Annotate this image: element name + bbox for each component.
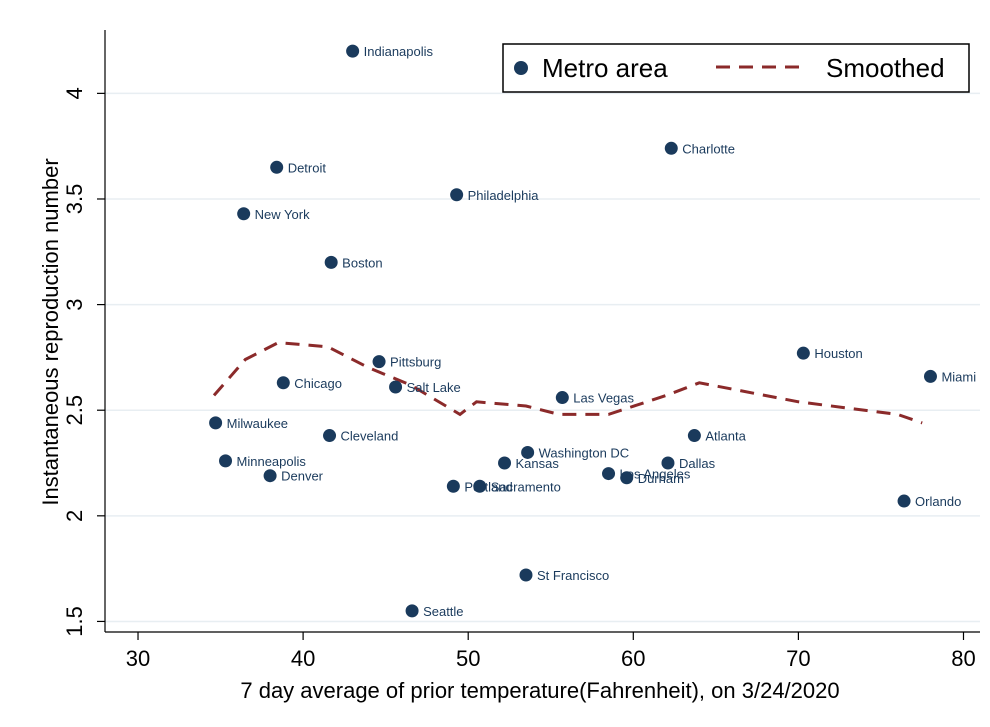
point-milwaukee xyxy=(209,416,223,430)
point-minneapolis xyxy=(219,454,233,468)
point-houston xyxy=(796,346,810,360)
point-new-york xyxy=(237,207,251,221)
point-label-salt-lake: Salt Lake xyxy=(407,380,461,395)
point-label-miami: Miami xyxy=(941,369,976,384)
point-label-st-francisco: St Francisco xyxy=(537,568,609,583)
point-label-los-angeles: Los Angeles xyxy=(620,467,691,482)
point-portland xyxy=(446,479,460,493)
legend-label-smoothed: Smoothed xyxy=(826,53,945,83)
x-tick-label-40: 40 xyxy=(291,646,315,671)
point-label-atlanta: Atlanta xyxy=(705,429,746,444)
legend-box xyxy=(502,43,970,93)
x-tick-label-70: 70 xyxy=(786,646,810,671)
point-label-sacramento: Sacramento xyxy=(491,479,561,494)
x-tick-label-80: 80 xyxy=(951,646,975,671)
point-durham xyxy=(620,471,634,485)
point-label-dallas: Dallas xyxy=(679,456,716,471)
point-label-philadelphia: Philadelphia xyxy=(468,188,540,203)
legend-label-metro-area: Metro area xyxy=(542,53,668,83)
legend: Metro area Smoothed xyxy=(502,43,970,93)
y-tick-label-1.5: 1.5 xyxy=(62,606,87,637)
y-tick-label-2.5: 2.5 xyxy=(62,395,87,426)
x-tick-label-30: 30 xyxy=(126,646,150,671)
point-salt-lake xyxy=(389,380,403,394)
y-tick-label-3: 3 xyxy=(62,298,87,310)
point-label-washington-dc: Washington DC xyxy=(539,445,630,460)
point-philadelphia xyxy=(450,188,464,202)
point-las-vegas xyxy=(555,391,569,405)
point-label-milwaukee: Milwaukee xyxy=(227,416,288,431)
point-label-cleveland: Cleveland xyxy=(341,429,399,444)
point-label-las-vegas: Las Vegas xyxy=(573,391,634,406)
point-denver xyxy=(263,469,277,483)
point-label-pittsburg: Pittsburg xyxy=(390,355,441,370)
point-seattle xyxy=(405,604,419,618)
y-tick-label-2: 2 xyxy=(62,510,87,522)
point-st-francisco xyxy=(519,568,533,582)
x-tick-label-60: 60 xyxy=(621,646,645,671)
metro-area-series: Indianapolis Charlotte Detroit Philadelphia… xyxy=(209,44,976,619)
point-label-houston: Houston xyxy=(814,346,862,361)
axes: 1.5 2 2.5 3 3.5 4 30 40 50 60 70 80 xyxy=(62,30,980,671)
point-cleveland xyxy=(323,429,337,443)
point-orlando xyxy=(897,494,911,508)
point-label-boston: Boston xyxy=(342,255,382,270)
point-label-durham: Durham xyxy=(638,471,684,486)
point-dallas xyxy=(661,456,675,470)
x-tick-label-50: 50 xyxy=(456,646,480,671)
point-label-seattle: Seattle xyxy=(423,604,463,619)
point-label-charlotte: Charlotte xyxy=(682,141,735,156)
point-charlotte xyxy=(664,141,678,155)
point-label-chicago: Chicago xyxy=(294,376,342,391)
point-atlanta xyxy=(687,429,701,443)
point-label-kansas: Kansas xyxy=(516,456,560,471)
point-kansas xyxy=(498,456,512,470)
point-label-minneapolis: Minneapolis xyxy=(237,454,307,469)
point-boston xyxy=(324,255,338,269)
y-tick-label-3.5: 3.5 xyxy=(62,184,87,215)
point-sacramento xyxy=(473,479,487,493)
smoothed-series xyxy=(212,341,923,425)
point-label-orlando: Orlando xyxy=(915,494,961,509)
x-axis-title: 7 day average of prior temperature(Fahre… xyxy=(240,678,839,703)
y-tick-label-4: 4 xyxy=(62,87,87,99)
legend-marker-metro-area xyxy=(514,61,528,75)
point-label-new-york: New York xyxy=(255,207,310,222)
point-chicago xyxy=(276,376,290,390)
y-axis-title: Instantaneous reproduction number xyxy=(38,158,63,505)
point-los-angeles xyxy=(602,467,616,481)
smoothed-line xyxy=(212,341,923,425)
point-indianapolis xyxy=(346,44,360,58)
point-washington-dc xyxy=(521,445,535,459)
point-miami xyxy=(923,369,937,383)
point-label-denver: Denver xyxy=(281,469,324,484)
point-pittsburg xyxy=(372,355,386,369)
point-label-detroit: Detroit xyxy=(288,160,327,175)
point-detroit xyxy=(270,160,284,174)
point-label-indianapolis: Indianapolis xyxy=(364,44,434,59)
